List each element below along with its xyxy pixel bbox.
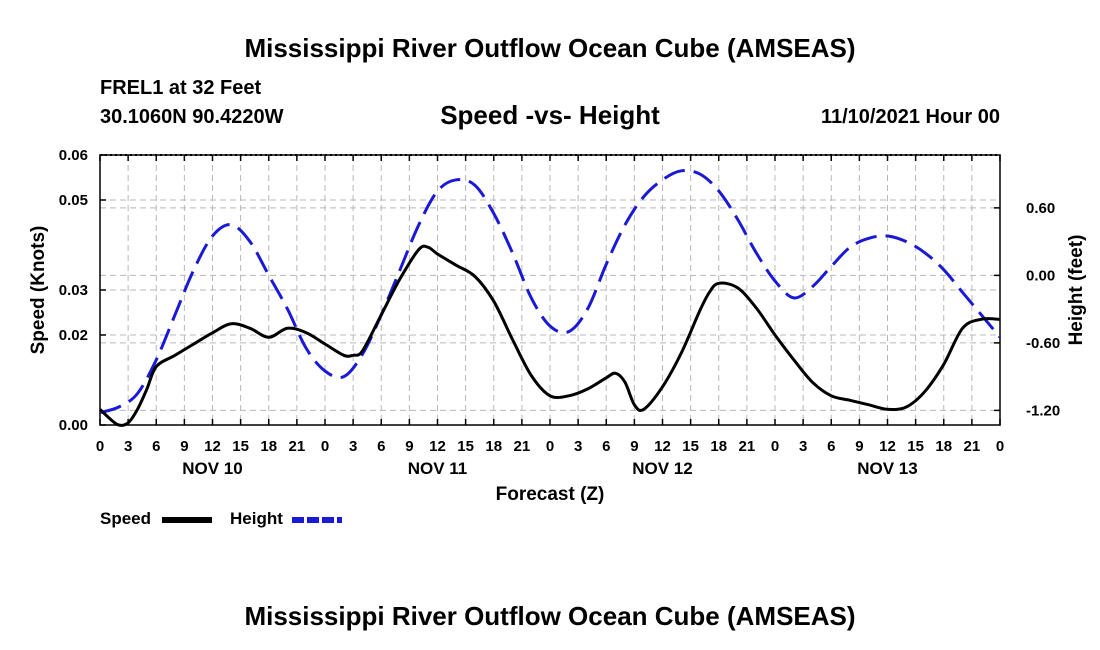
day-label: NOV 10 [182,459,242,478]
x-tick-label: 15 [457,438,474,455]
x-tick-label: 15 [907,438,924,455]
speed-series-line [98,244,1001,427]
x-tick-label: 21 [514,438,531,455]
x-tick-label: 3 [799,438,807,455]
x-tick-label: 12 [204,438,221,455]
y2-axis-title: Height (feet) [1066,235,1087,346]
y-tick-label: 0.00 [59,417,88,434]
x-tick-label: 12 [879,438,896,455]
run-time-label: 11/10/2021 Hour 00 [820,106,1000,128]
x-tick-label: 6 [377,438,385,455]
x-tick-label: 9 [630,438,638,455]
x-tick-label: 3 [349,438,357,455]
x-tick-label: 18 [260,438,277,455]
x-tick-label: 6 [602,438,610,455]
y-tick-label: 0.02 [59,327,88,344]
legend-height-label: Height [230,509,283,528]
x-tick-label: 9 [180,438,188,455]
day-label: NOV 12 [632,459,692,478]
x-tick-label: 18 [710,438,727,455]
x-tick-label: 21 [964,438,981,455]
x-tick-label: 0 [996,438,1004,455]
y-axis-title: Speed (Knots) [28,226,49,355]
legend-speed: Speed [100,509,151,529]
day-label: NOV 11 [408,459,468,478]
x-tick-label: 18 [485,438,502,455]
station-label: FREL1 at 32 Feet [100,77,262,99]
x-tick-label: 12 [654,438,671,455]
y-tick-label: 0.06 [59,147,88,164]
x-tick-label: 0 [321,438,329,455]
main-title-top: Mississippi River Outflow Ocean Cube (AM… [244,33,856,63]
y2-tick-label: -1.20 [1026,402,1060,419]
x-tick-label: 12 [429,438,446,455]
x-tick-label: 0 [96,438,104,455]
legend-height: Height [230,509,283,529]
x-tick-label: 6 [827,438,835,455]
y2-tick-label: -0.60 [1026,335,1060,352]
x-tick-label: 0 [546,438,554,455]
x-axis-title: Forecast (Z) [496,484,605,505]
y-tick-label: 0.05 [59,192,88,209]
chart-title: Speed -vs- Height [440,100,660,130]
x-tick-label: 21 [739,438,756,455]
day-label: NOV 13 [857,459,917,478]
y-tick-label: 0.03 [59,282,88,299]
legend-speed-label: Speed [100,509,152,528]
x-tick-label: 6 [152,438,160,455]
y2-tick-label: 0.00 [1026,267,1055,284]
height-series-line [99,168,1002,415]
x-tick-label: 9 [855,438,863,455]
x-tick-label: 21 [289,438,306,455]
coords-label: 30.1060N 90.4220W [100,106,284,128]
main-title-bottom: Mississippi River Outflow Ocean Cube (AM… [244,601,856,631]
x-tick-label: 9 [405,438,413,455]
x-tick-label: 18 [935,438,952,455]
x-tick-label: 15 [232,438,249,455]
y2-tick-label: 0.60 [1026,200,1055,217]
x-tick-label: 3 [574,438,582,455]
x-tick-label: 3 [124,438,132,455]
x-tick-label: 0 [771,438,779,455]
x-tick-label: 15 [682,438,699,455]
